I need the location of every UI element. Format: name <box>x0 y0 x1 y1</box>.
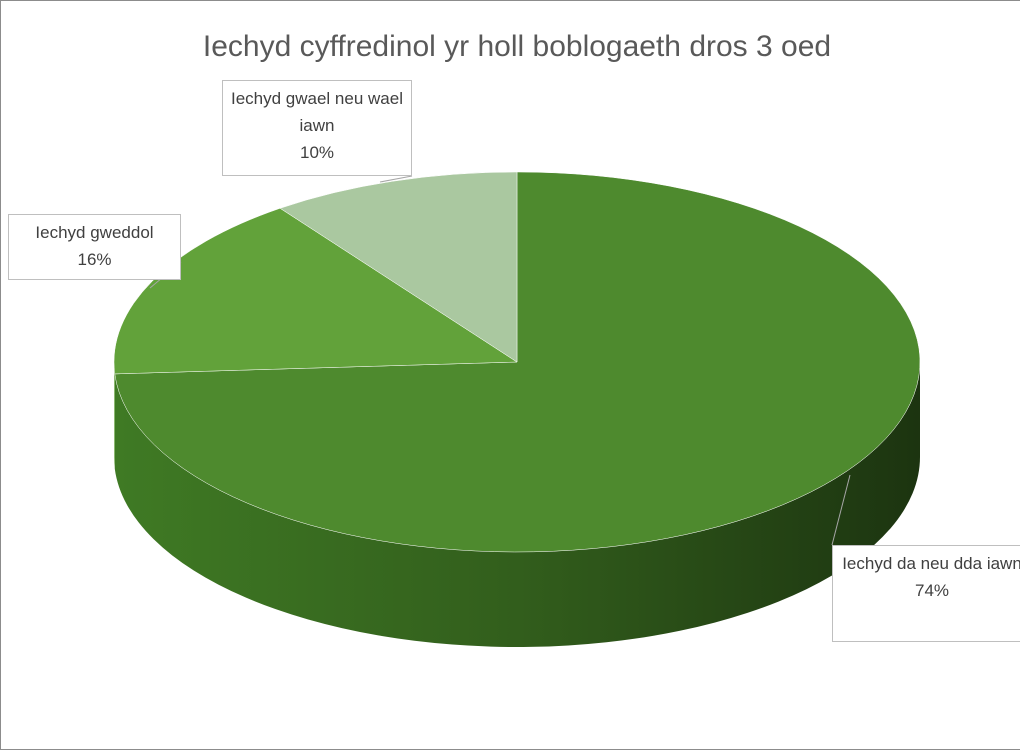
slice <box>279 171 518 363</box>
data-label: Iechyd da neu dda iawn 74% <box>832 545 1020 642</box>
slice <box>113 208 518 375</box>
chart-title: Iechyd cyffredinol yr holl boblogaeth dr… <box>202 30 832 63</box>
data-label: Iechyd gweddol 16% <box>8 214 181 280</box>
slice-side <box>114 362 920 647</box>
data-label-category: Iechyd da neu dda iawn <box>842 554 1020 573</box>
leader-line <box>379 175 413 183</box>
data-label-category: Iechyd gweddol <box>35 223 154 242</box>
data-label-value: 74% <box>914 581 950 600</box>
data-label-value: 16% <box>77 250 112 269</box>
slice-side <box>114 362 115 469</box>
data-label-category: Iechyd gwael neu wael iawn <box>230 89 403 135</box>
data-label-value: 10% <box>299 143 335 162</box>
data-label: Iechyd gwael neu wael iawn 10% <box>222 80 412 176</box>
leader-line <box>831 474 851 546</box>
